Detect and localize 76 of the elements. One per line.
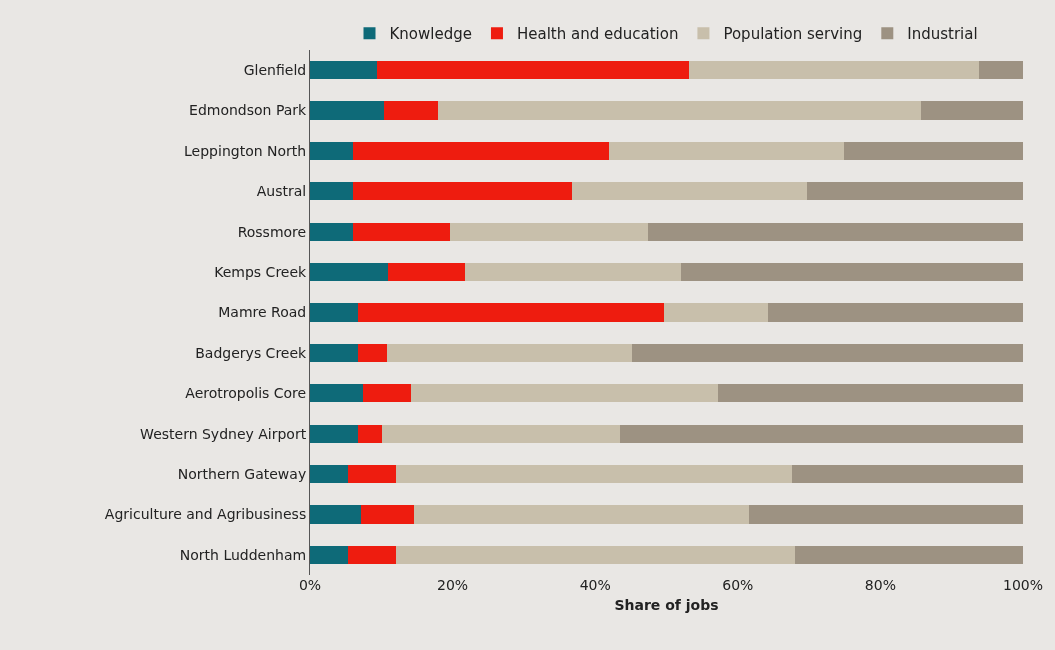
bar xyxy=(647,222,1023,241)
bar xyxy=(357,303,665,322)
x-axis-title: Share of jobs xyxy=(614,597,719,614)
bar xyxy=(688,61,979,80)
bar xyxy=(449,222,648,241)
bar xyxy=(464,263,681,282)
bar xyxy=(680,263,1023,282)
bar xyxy=(310,384,363,403)
y-tick-label: Kemps Creek xyxy=(214,264,308,281)
bar xyxy=(310,424,358,443)
x-tick-label: 100% xyxy=(1002,577,1044,593)
bar xyxy=(748,505,1023,524)
bar xyxy=(310,505,362,524)
bar xyxy=(353,141,609,161)
y-tick-label: Austral xyxy=(256,183,307,200)
y-tick-label: Glenfield xyxy=(243,62,307,79)
legend-label: Knowledge xyxy=(389,25,472,44)
bar xyxy=(387,343,633,362)
bar xyxy=(396,464,792,484)
y-tick-label: Agriculture and Agribusiness xyxy=(104,506,307,523)
bar xyxy=(414,505,749,524)
legend-label: Health and education xyxy=(516,25,679,44)
bar xyxy=(921,101,1023,120)
y-tick-label: Aerotropolis Core xyxy=(185,385,307,402)
bar xyxy=(608,141,845,161)
y-tick-label: Leppington North xyxy=(184,142,307,159)
bar xyxy=(357,424,383,443)
bar xyxy=(767,303,1023,322)
bar xyxy=(310,545,348,564)
bar xyxy=(387,263,465,282)
bar xyxy=(310,263,388,282)
bar xyxy=(384,101,439,120)
bar xyxy=(310,141,354,161)
bar xyxy=(310,222,354,241)
bar xyxy=(347,464,397,484)
y-tick-label: Western Sydney Airport xyxy=(140,425,307,442)
bar xyxy=(438,101,922,120)
legend-label: Industrial xyxy=(907,25,978,44)
y-tick-label: Mamre Road xyxy=(218,304,307,321)
bar xyxy=(664,303,768,322)
bar xyxy=(357,343,387,362)
bar xyxy=(310,343,358,362)
bar xyxy=(362,384,411,403)
bar xyxy=(844,141,1023,161)
bar xyxy=(396,545,795,564)
y-tick-label: Rossmore xyxy=(237,223,307,240)
bar xyxy=(572,182,807,201)
bar xyxy=(310,303,358,322)
bar xyxy=(310,182,354,201)
bar xyxy=(410,384,718,403)
y-tick-label: North Luddenham xyxy=(179,546,307,563)
bar xyxy=(620,424,1023,443)
y-tick-label: Edmondson Park xyxy=(189,102,308,119)
bar xyxy=(632,343,1023,362)
bar xyxy=(794,545,1023,564)
x-tick-label: 40% xyxy=(579,577,611,593)
y-tick-label: Badgerys Creek xyxy=(195,344,308,361)
bar xyxy=(353,222,450,241)
x-tick-label: 80% xyxy=(864,577,896,593)
bar xyxy=(791,464,1023,484)
bar xyxy=(353,182,573,201)
bar xyxy=(377,61,689,80)
bar xyxy=(310,101,385,120)
y-tick-label: Northern Gateway xyxy=(177,465,307,482)
x-tick-label: 20% xyxy=(437,577,469,593)
bar xyxy=(347,545,397,564)
bar xyxy=(978,61,1023,80)
bar xyxy=(361,505,415,524)
x-tick-label: 0% xyxy=(298,577,322,593)
bar xyxy=(310,61,378,80)
bar xyxy=(806,182,1023,201)
bar xyxy=(382,424,621,443)
legend-label: Population serving xyxy=(723,25,863,44)
bar xyxy=(717,384,1023,403)
bar xyxy=(310,464,348,484)
x-tick-label: 60% xyxy=(722,577,754,593)
